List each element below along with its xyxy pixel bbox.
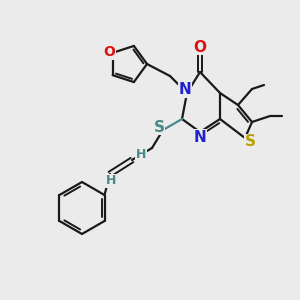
Text: H: H xyxy=(106,175,116,188)
Text: O: O xyxy=(104,45,116,59)
Text: O: O xyxy=(194,40,206,55)
Text: S: S xyxy=(244,134,256,149)
Text: S: S xyxy=(154,119,164,134)
Text: N: N xyxy=(178,82,191,98)
Text: N: N xyxy=(194,130,206,145)
Text: H: H xyxy=(136,148,146,161)
